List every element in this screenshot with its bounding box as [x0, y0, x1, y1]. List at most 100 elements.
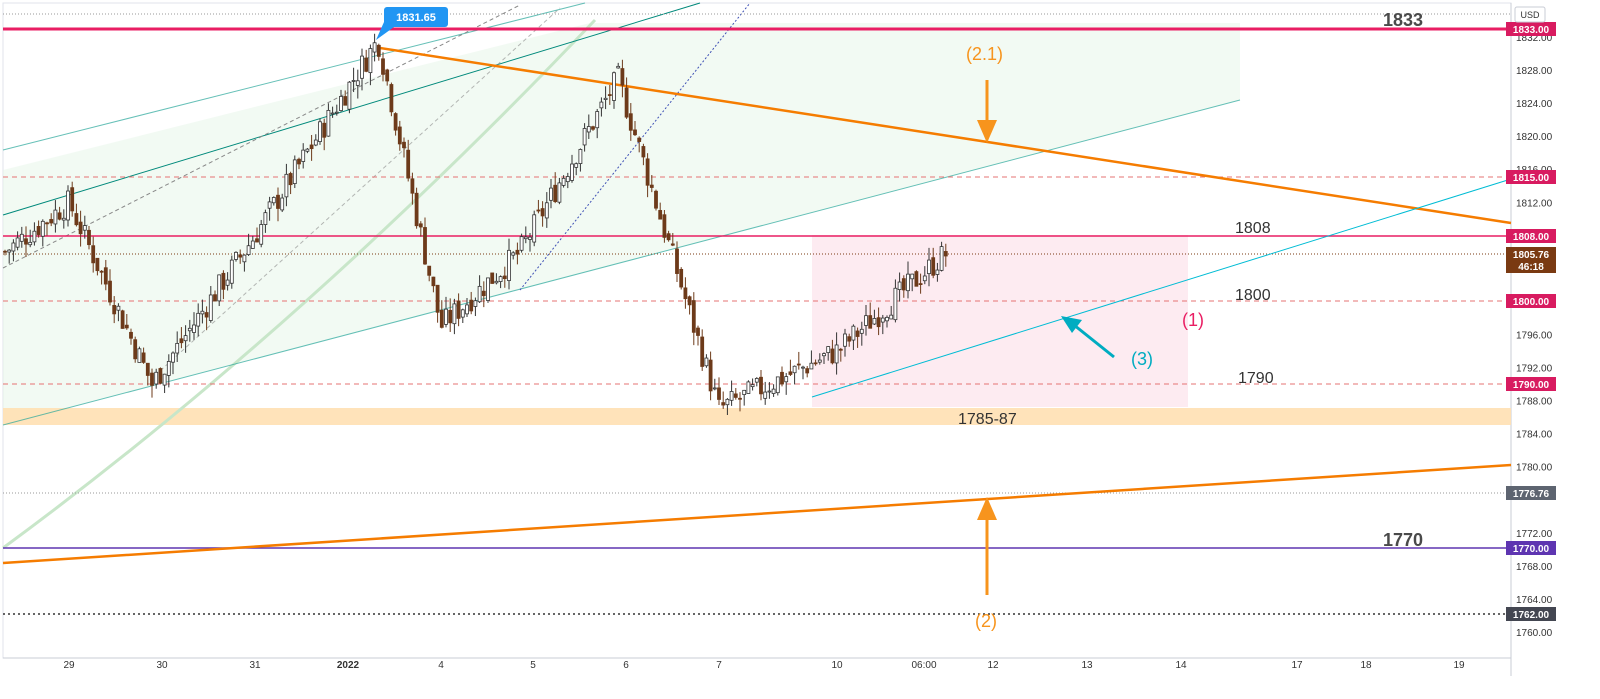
candle-body [208, 294, 213, 321]
currency-badge[interactable]: USD [1514, 6, 1546, 23]
channel-fill [3, 23, 1240, 425]
candle-body [553, 184, 558, 203]
candle-body [187, 327, 192, 332]
candle-body [74, 213, 79, 226]
time-tick-label: 31 [249, 660, 261, 671]
candle-body [515, 249, 520, 255]
candle-body [334, 111, 339, 114]
candle-body [624, 87, 629, 118]
label-1785-87: 1785-87 [958, 411, 1017, 428]
label-1790: 1790 [1238, 370, 1274, 387]
candle-body [523, 236, 528, 240]
candle-body [826, 346, 831, 354]
candle-body [250, 240, 255, 249]
candle-body [763, 391, 768, 399]
candle-body [834, 344, 839, 364]
candle-body [24, 238, 28, 245]
candle-body [372, 42, 377, 53]
time-tick-label: 5 [530, 660, 536, 671]
price-tick-label: 1768.00 [1516, 562, 1553, 573]
candle-body [498, 276, 503, 282]
candle-body [175, 343, 180, 354]
candle-body [595, 111, 600, 129]
time-tick-label: 29 [63, 660, 75, 671]
candle-body [616, 65, 621, 69]
candle-body [775, 376, 780, 394]
price-tick-label: 1828.00 [1516, 66, 1553, 77]
candle-body [679, 268, 684, 288]
candle-body [742, 389, 747, 395]
candle-body [414, 192, 419, 227]
price-tick-label: 1784.00 [1516, 430, 1553, 441]
candle-body [868, 315, 873, 329]
cyan-trendline[interactable] [811, 178, 1512, 398]
candle-body [906, 273, 910, 292]
candle-body [532, 214, 537, 243]
candle-body [473, 300, 478, 307]
candle-body [376, 44, 381, 57]
candle-body [935, 269, 940, 275]
label-1800: 1800 [1235, 287, 1271, 304]
candle-body [431, 276, 436, 287]
candles [3, 33, 948, 415]
candle-body [591, 126, 595, 130]
candle-body [313, 139, 318, 146]
support-zone-1785-87 [3, 408, 1511, 425]
descending-trendline[interactable] [379, 46, 1512, 225]
candle-body [124, 324, 129, 329]
candle-body [343, 96, 348, 106]
candle-body [322, 122, 327, 138]
candle-body [754, 378, 759, 383]
arc-line [2, 18, 597, 550]
candle-body [389, 84, 394, 113]
price-tick-label: 1772.00 [1516, 529, 1553, 540]
candle-body [108, 280, 112, 303]
price-tick-label: 1788.00 [1516, 397, 1553, 408]
time-tick-label: 14 [1175, 660, 1187, 671]
candle-body [418, 223, 423, 228]
candle-body [284, 173, 289, 198]
candle-body [536, 209, 541, 212]
candle-body [280, 197, 285, 211]
candle-body [658, 210, 663, 220]
time-tick-label: 2022 [337, 660, 360, 671]
price-tag-label: 1805.76 [1513, 250, 1550, 261]
candle-body [633, 129, 637, 136]
candle-body [70, 187, 75, 212]
candle-body [154, 371, 159, 385]
label-2-1: (2.1) [966, 44, 1003, 64]
candle-body [931, 257, 936, 276]
candle-body [788, 371, 793, 375]
candle-body [771, 388, 776, 394]
time-tick-label: 6 [623, 660, 629, 671]
candle-body [561, 177, 566, 186]
candle-body [137, 348, 142, 363]
candle-body [897, 281, 902, 290]
candle-body [570, 163, 574, 181]
candle-body [805, 368, 810, 374]
candle-body [427, 265, 432, 276]
time-tick-label: 30 [156, 660, 168, 671]
candle-body [120, 310, 125, 329]
candle-body [213, 294, 217, 302]
candle-body [330, 112, 335, 115]
candle-body [477, 285, 482, 303]
candle-body [704, 357, 709, 367]
label-1833: 1833 [1383, 10, 1423, 30]
high-callout[interactable]: 1831.65 [376, 7, 448, 40]
candle-body [582, 128, 587, 146]
candle-body [666, 233, 671, 241]
time-axis[interactable]: 29 30 31 2022 4 5 6 7 10 06:00 12 13 14 17 18 19 [63, 660, 1465, 671]
label-3: (3) [1131, 349, 1153, 369]
label-2: (2) [975, 611, 997, 631]
candle-body [901, 278, 906, 291]
candle-body [469, 299, 474, 312]
candle-body [381, 58, 385, 75]
candle-body [733, 393, 738, 398]
price-tick-label: 1796.00 [1516, 331, 1553, 342]
candle-body [171, 352, 175, 363]
candle-body [145, 362, 150, 376]
candle-body [397, 126, 402, 145]
ascending-trendline[interactable] [2, 463, 1512, 565]
